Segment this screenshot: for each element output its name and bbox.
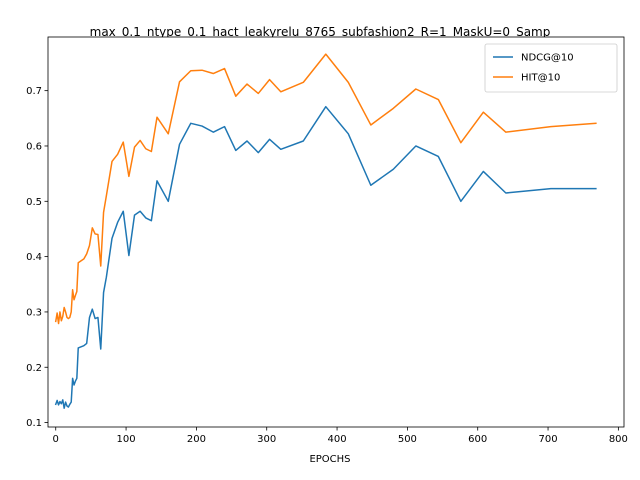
y-tick-label: 0.4	[26, 252, 42, 263]
x-tick-label: 0	[53, 434, 59, 445]
chart-title: max_0.1_ntype_0.1_hact_leakyrelu_8765_su…	[90, 25, 551, 39]
plot-area	[48, 37, 624, 427]
legend: NDCG@10 HIT@10	[484, 43, 618, 93]
legend-box	[484, 43, 618, 93]
series-line-ndcg-10	[54, 105, 597, 409]
legend-label: HIT@10	[521, 73, 560, 84]
x-tick-label: 700	[538, 434, 557, 445]
x-axis-title: EPOCHS	[309, 454, 350, 465]
legend-label: NDCG@10	[521, 53, 574, 64]
x-tick-label: 100	[117, 434, 136, 445]
y-tick-label: 0.1	[26, 418, 42, 429]
x-tick-label: 600	[468, 434, 487, 445]
series-layer	[54, 53, 597, 409]
x-axis: 0 100 200 300 400 500 600 700 800	[53, 427, 628, 445]
y-axis: 0.1 0.2 0.3 0.4 0.5 0.6 0.7	[26, 86, 48, 429]
y-tick-label: 0.3	[26, 307, 42, 318]
x-tick-label: 300	[257, 434, 276, 445]
x-tick-label: 500	[398, 434, 417, 445]
x-tick-label: 200	[187, 434, 206, 445]
plot-frame	[47, 36, 625, 428]
y-tick-label: 0.5	[26, 197, 42, 208]
x-tick-label: 800	[609, 434, 628, 445]
x-tick-label: 400	[328, 434, 347, 445]
series-line-hit-10	[54, 53, 597, 325]
y-tick-label: 0.2	[26, 363, 42, 374]
y-tick-label: 0.6	[26, 141, 42, 152]
y-tick-label: 0.7	[26, 86, 42, 97]
